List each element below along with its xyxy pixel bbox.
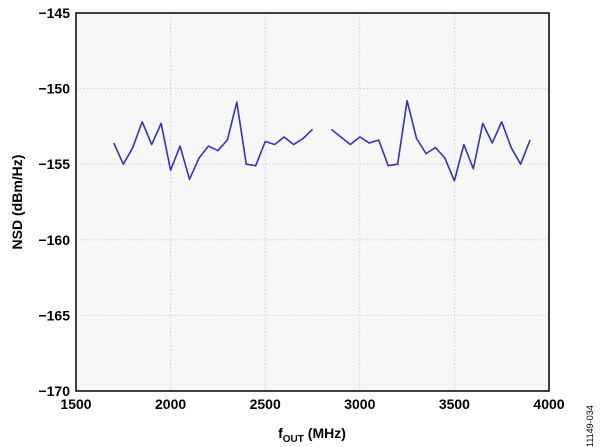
y-tick-label: −150 (38, 81, 70, 97)
y-tick-label: −145 (38, 5, 70, 21)
y-tick-label: −165 (38, 307, 70, 323)
plot-background (76, 13, 549, 391)
x-tick-label: 2500 (250, 396, 281, 412)
plot-frame (75, 12, 550, 392)
x-tick-labels: 1500 2000 2500 3000 3500 4000 (60, 396, 564, 412)
y-tick-label: −155 (38, 156, 70, 172)
y-axis-title: NSD (dBm/Hz) (9, 155, 25, 250)
y-tick-label: −160 (38, 232, 70, 248)
figure-id: 11149-034 (585, 405, 595, 447)
y-tick-label: −170 (38, 383, 70, 399)
x-tick-label: 2000 (155, 396, 186, 412)
x-axis-title: fOUT (MHz) (278, 425, 346, 445)
grid-lines (76, 13, 549, 391)
series-line (113, 101, 314, 181)
y-tick-labels: −145 −150 −155 −160 −165 −170 (38, 5, 70, 399)
data-series (113, 99, 531, 182)
x-tick-label: 4000 (533, 396, 564, 412)
series-line (330, 99, 531, 182)
x-tick-label: 1500 (60, 396, 91, 412)
x-tick-label: 3000 (344, 396, 375, 412)
x-tick-label: 3500 (439, 396, 470, 412)
